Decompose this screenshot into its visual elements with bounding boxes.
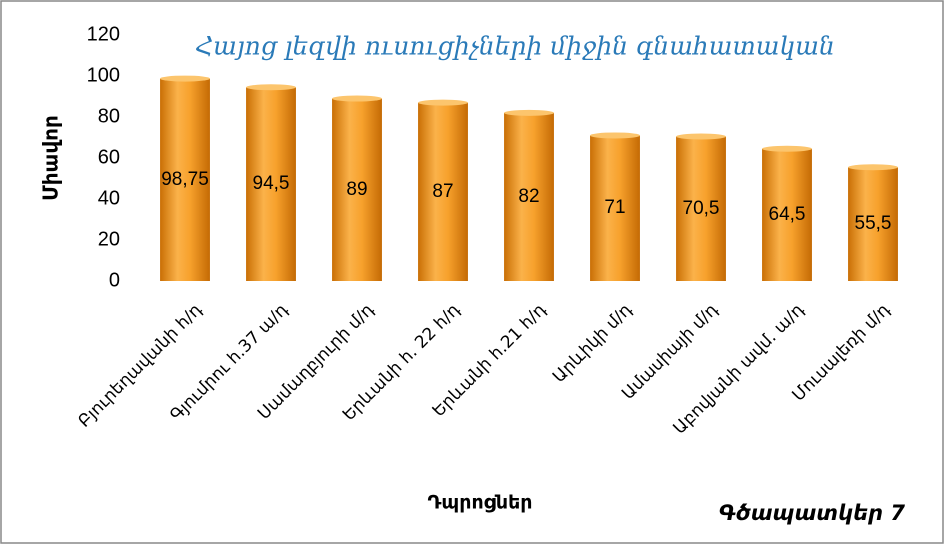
y-tick-label: 60 [98,146,120,168]
bar-cap [504,109,554,116]
y-tick-label: 100 [87,64,120,86]
bar [332,98,382,281]
annotation: Գծապատկեր 7 [719,501,906,525]
y-tick-label: 120 [87,23,120,45]
value-label: 64,5 [769,204,806,225]
bar-cap [848,164,898,171]
value-label: 70,5 [683,198,720,219]
bar-cap [246,84,296,91]
value-label: 89 [346,179,367,200]
bar-cap [676,133,726,140]
value-label: 82 [518,186,539,207]
bar [590,135,640,281]
y-tick-label: 40 [98,187,120,209]
y-tick-label: 0 [109,269,120,291]
bar [504,112,554,282]
value-label: 87 [432,181,453,202]
bar-cap [332,95,382,102]
value-label: 98,75 [161,169,209,190]
bar-cap [762,145,812,152]
chart-title: Հայոց լեզվի ուսուցիչների միջին գնահատակա… [195,32,835,61]
bar [848,167,898,281]
y-axis-label: Միավոր [39,115,63,201]
y-tick-label: 20 [98,228,120,250]
bar-cap [160,75,210,82]
value-label: 94,5 [253,173,290,194]
bar [418,102,468,282]
x-axis-label: Դպրոցներ [428,492,533,514]
value-label: 55,5 [855,213,892,234]
bar [160,78,210,281]
bar [676,136,726,281]
bar-cap [418,99,468,106]
bar [762,148,812,281]
y-tick-label: 80 [98,105,120,127]
bar-cap [590,132,640,139]
value-label: 71 [604,197,625,218]
bar [246,87,296,282]
